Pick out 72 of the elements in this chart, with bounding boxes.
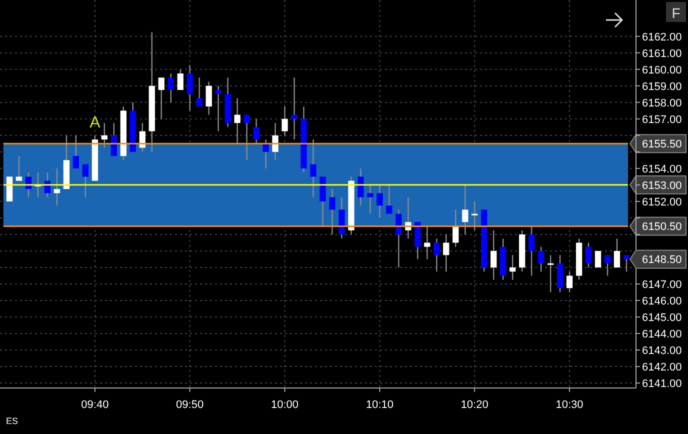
candlestick: [158, 77, 164, 120]
candlestick: [490, 230, 497, 280]
candlestick: [215, 85, 222, 132]
y-tick-label: 6144.00: [642, 328, 682, 341]
y-tick-label: 6142.00: [642, 362, 682, 374]
candlestick: [358, 168, 364, 206]
y-tick-label: 6157.00: [642, 114, 682, 126]
candlestick: [168, 72, 174, 103]
candlestick: [72, 134, 79, 170]
candlestick: [16, 155, 22, 182]
candlestick: [585, 242, 592, 268]
y-tick-label: 6158.00: [642, 97, 682, 110]
candlestick: [82, 164, 89, 198]
candlestick: [234, 98, 240, 144]
x-tick-label: 10:00: [271, 399, 299, 411]
y-tick-label: 6162.00: [642, 31, 682, 44]
candlestick: [253, 118, 260, 144]
candlestick: [547, 254, 554, 293]
candlestick: [434, 238, 440, 272]
candlestick: [386, 184, 392, 214]
candlestick: [54, 168, 60, 206]
candlestick: [510, 254, 516, 280]
text: F: [672, 5, 680, 21]
x-tick-label: 10:30: [556, 399, 584, 411]
candlestick: [186, 64, 193, 112]
y-tick-label: 6147.00: [642, 278, 682, 291]
x-tick-label: 09:50: [176, 399, 204, 411]
annotation: A: [90, 114, 101, 132]
candlestick: [310, 138, 316, 198]
candlestick: [196, 77, 202, 108]
candlestick: [594, 250, 602, 268]
candlestick: [367, 184, 374, 214]
candlestick: [472, 200, 478, 231]
candlestick: [424, 226, 430, 260]
y-tick-label: 6152.00: [642, 196, 682, 208]
candlestick: [177, 68, 184, 91]
x-tick-label: 10:10: [366, 399, 394, 411]
candlestick: [329, 188, 336, 236]
candlestick: [405, 196, 412, 240]
candlestick: [614, 238, 620, 268]
candlestick: [110, 122, 117, 157]
y-tick-label: 6143.00: [642, 345, 682, 358]
ref-line-label: 6155.50: [642, 138, 682, 151]
x-tick-label: 09:40: [81, 399, 109, 411]
y-tick-label: 6154.00: [642, 163, 682, 176]
y-tick-label: 6159.00: [642, 80, 682, 93]
y-tick-label: 6145.00: [642, 312, 682, 324]
text: 6148.50: [642, 254, 682, 266]
ref-line-label: 6153.00: [642, 180, 682, 192]
candlestick: [396, 209, 402, 268]
candlestick: [462, 184, 468, 236]
candlestick: [376, 184, 383, 219]
candlestick: [538, 246, 544, 272]
candlestick: [206, 81, 212, 116]
candlestick: [101, 122, 108, 148]
y-tick-label: 6146.00: [642, 295, 682, 308]
candlestick: [604, 254, 611, 276]
ref-line-label: 6150.50: [642, 221, 682, 234]
candlestick: [262, 138, 269, 170]
candlestick: [443, 234, 450, 272]
y-tick-label: 6161.00: [642, 48, 682, 60]
candlestick: [272, 122, 278, 161]
text: ES: [6, 416, 18, 426]
y-tick-label: 6141.00: [642, 378, 682, 390]
candlestick: [282, 106, 288, 136]
candlestick: [244, 114, 250, 161]
candlestick: [291, 77, 298, 140]
candlestick: [452, 209, 459, 248]
candlestick: [566, 271, 573, 293]
y-tick-label: 6160.00: [642, 64, 682, 76]
candlestick: [528, 226, 535, 276]
x-tick-label: 10:20: [460, 399, 488, 411]
